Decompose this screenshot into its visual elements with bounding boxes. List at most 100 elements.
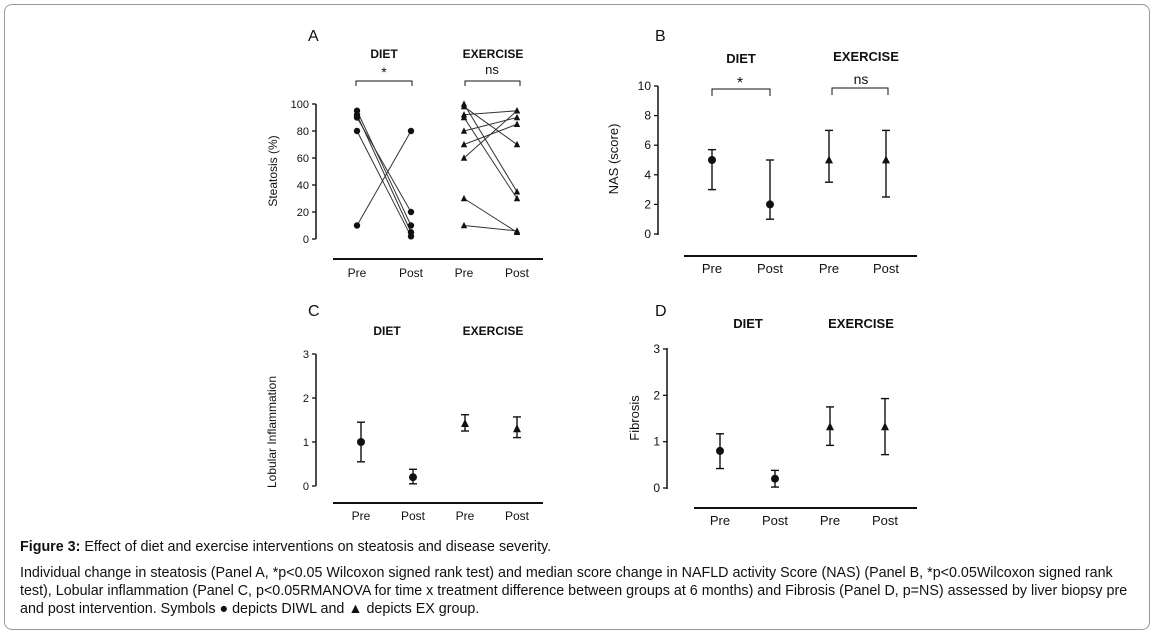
panel-d-median-point (771, 474, 779, 483)
caption-label: Figure 3: (20, 539, 81, 555)
panel-a-point-post (513, 188, 521, 195)
panel-d-ytick-label: 3 (653, 342, 660, 356)
panel-a-point-post (513, 113, 521, 121)
panel-a-xtick-pre-exercise: Pre (455, 266, 474, 280)
panel-a-point-post (513, 140, 521, 148)
panel-b-median-point (882, 155, 890, 164)
panel-a-xtick-pre-diet: Pre (348, 266, 367, 280)
panel-d-median-point (826, 422, 834, 431)
panel-d-ytick-label: 0 (653, 481, 660, 495)
panel-d-ytick-label: 1 (653, 435, 660, 449)
panel-c: C DIET EXERCISE Lobular Inflammation 0 1 2… (265, 303, 543, 523)
panel-a-subject-line (463, 106, 518, 145)
panel-c-ytick-label: 1 (303, 437, 309, 449)
panel-b-ytick-label: 10 (638, 79, 652, 93)
panel-c-group-exercise: EXERCISE (463, 324, 524, 338)
panel-c-xtick-pre-exercise: Pre (456, 509, 475, 523)
panel-a-group-diet: DIET (370, 47, 398, 61)
panel-a-point-post (513, 107, 521, 114)
panel-b-ytick-label: 6 (644, 138, 651, 152)
figure-frame (4, 4, 1150, 630)
panel-a-group-exercise: EXERCISE (463, 47, 524, 61)
panel-b-median-point (825, 155, 833, 164)
panel-a-subject-line (463, 117, 518, 199)
panel-a-letter: A (308, 28, 319, 45)
panel-c-ytick-label: 2 (303, 393, 309, 405)
panel-b-bracket-diet (711, 88, 771, 96)
panel-b-group-diet: DIET (726, 51, 756, 66)
panel-a-ytick-label: 80 (297, 126, 309, 138)
panel-a-point-pre (460, 127, 468, 134)
panel-a-ytick-label: 60 (297, 153, 309, 165)
panel-c-letter: C (308, 303, 320, 320)
panel-c-xtick-pre-diet: Pre (352, 509, 371, 523)
panel-d-xtick-post-diet: Post (762, 513, 788, 528)
caption-body: Individual change in steatosis (Panel A,… (20, 565, 1128, 617)
panel-a-point-pre (460, 221, 468, 229)
panel-d-group-diet: DIET (733, 316, 763, 331)
panel-c-median-point (409, 473, 417, 482)
panel-b-ytick-label: 2 (644, 197, 651, 211)
panel-a-subject-line (463, 110, 518, 159)
panel-a-point-post (513, 120, 521, 127)
panel-a-xtick-post-diet: Post (399, 266, 424, 280)
panel-b-sig-diet: * (737, 75, 743, 92)
figure-caption: Figure 3: Effect of diet and exercise in… (20, 538, 1145, 618)
panel-b-median-point (766, 200, 774, 209)
panel-d: D DIET EXERCISE Fibrosis 0 1 2 3 Pre Post P… (627, 303, 917, 528)
panel-a-ytick-label: 0 (303, 234, 309, 246)
panel-a-ytick-label: 100 (291, 99, 309, 111)
panel-a-sig-diet: * (381, 64, 387, 80)
panel-b-letter: B (655, 28, 666, 45)
panel-b-bracket-exercise (831, 87, 889, 95)
panel-c-median-point (357, 438, 365, 446)
panel-a-xtick-post-exercise: Post (505, 266, 530, 280)
panel-d-xtick-pre-exercise: Pre (820, 513, 840, 528)
panel-c-xtick-post-exercise: Post (505, 509, 530, 523)
panel-d-xtick-post-exercise: Post (872, 513, 898, 528)
panel-d-median-point (716, 446, 724, 455)
panel-b-ytick-label: 0 (644, 227, 651, 241)
panel-b-median-point (708, 156, 716, 164)
panel-a-point-post (407, 127, 415, 135)
panel-a-point-pre (460, 113, 468, 121)
panel-b-sig-exercise: ns (854, 71, 869, 87)
panel-a-bracket-diet (355, 80, 413, 86)
panel-a-bracket-exercise (464, 80, 521, 86)
panel-b-xtick-post-diet: Post (757, 261, 783, 276)
panel-a-point-pre (353, 127, 361, 135)
panel-a-point-post (407, 208, 415, 216)
panel-d-xtick-pre-diet: Pre (710, 513, 730, 528)
panel-c-xtick-post-diet: Post (401, 509, 426, 523)
panel-a-subject-line (463, 225, 518, 232)
panel-a-point-post (407, 222, 415, 229)
panel-a-ylabel: Steatosis (%) (266, 135, 280, 206)
panel-c-median-point (513, 424, 521, 433)
panel-a-subject-line (356, 117, 412, 213)
panel-b-ylabel: NAS (score) (606, 124, 621, 195)
panel-c-ytick-label: 3 (303, 349, 309, 361)
panel-b: B DIET EXERCISE * ns NAS (score) 0 2 4 6 8 10… (606, 28, 917, 276)
panel-a-subject-line (463, 198, 518, 233)
panel-a-subject-line (463, 117, 518, 132)
panel-b-group-exercise: EXERCISE (833, 49, 899, 64)
panel-d-letter: D (655, 303, 667, 320)
panel-a-point-pre (460, 154, 468, 161)
panel-c-group-diet: DIET (373, 324, 401, 338)
panel-b-xtick-pre-diet: Pre (702, 261, 722, 276)
panel-c-ylabel: Lobular Inflammation (265, 376, 279, 488)
panel-a-point-pre (460, 103, 468, 110)
panel-a-subject-line (356, 130, 412, 237)
caption-title: Effect of diet and exercise intervention… (80, 539, 552, 555)
panel-a-point-pre (353, 114, 361, 121)
panel-a-subject-line (356, 110, 412, 226)
panel-d-ytick-label: 2 (653, 388, 660, 402)
panel-c-ytick-label: 0 (303, 481, 309, 493)
panel-d-median-point (881, 422, 889, 431)
panel-b-xtick-post-exercise: Post (873, 261, 899, 276)
panel-a-sig-exercise: ns (485, 62, 499, 77)
panel-a-subject-line (463, 103, 518, 193)
panel-a-ytick-label: 20 (297, 207, 309, 219)
panel-a-point-pre (460, 140, 468, 148)
